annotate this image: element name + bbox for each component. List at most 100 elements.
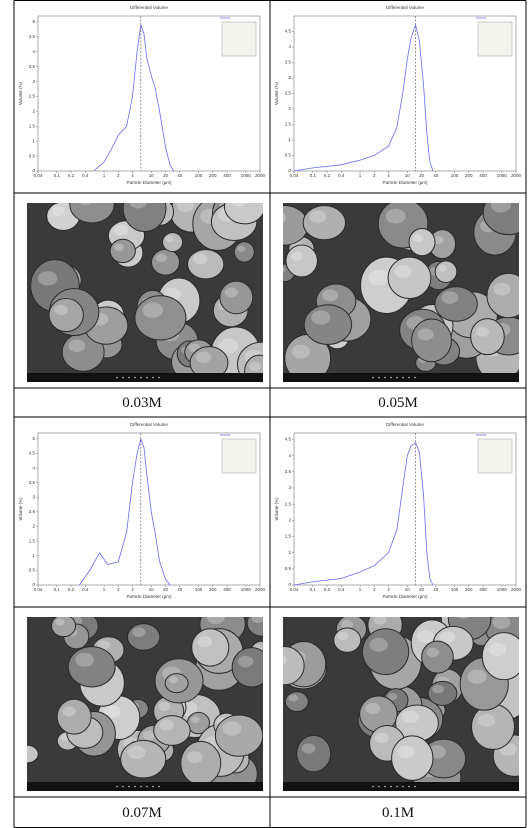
x-tick-label: 100 (451, 587, 459, 592)
x-axis-label: Particle Diameter (µm) (126, 180, 172, 185)
highlight (132, 627, 146, 637)
x-tick-label: 40 (433, 173, 439, 178)
x-tick-label: 40 (433, 587, 439, 592)
y-tick-label: 0.5 (29, 153, 36, 158)
particle (180, 740, 222, 786)
info-dot (402, 376, 404, 379)
y-axis-label: Volume (%) (18, 81, 23, 105)
x-axis-label: Particle Diameter (µm) (126, 594, 172, 599)
particle (126, 623, 161, 651)
particle (164, 673, 189, 694)
highlight (186, 751, 203, 764)
chart-title: Differential Volume (130, 422, 168, 427)
highlight (159, 719, 174, 731)
particle (470, 318, 505, 356)
y-tick-label: 0 (288, 582, 291, 587)
x-tick-label: 0.4 (338, 173, 345, 178)
chart-title: Differential Volume (386, 422, 424, 427)
x-tick-label: 1000 (497, 587, 508, 592)
highlight (79, 203, 92, 205)
y-tick-label: 4 (32, 49, 35, 54)
highlight (322, 289, 339, 302)
y-tick-label: 2 (288, 518, 291, 523)
highlight (438, 265, 448, 272)
x-tick-label: 0.04 (34, 173, 43, 178)
x-tick-label: 1 (359, 587, 362, 592)
y-tick-label: 2.5 (285, 501, 292, 506)
highlight (155, 253, 167, 263)
info-dot (372, 376, 374, 379)
y-tick-label: 5 (32, 19, 35, 24)
info-dot (158, 785, 160, 788)
particle (284, 691, 309, 713)
stats-box (477, 438, 513, 474)
info-dot (116, 785, 118, 788)
y-tick-label: 4.5 (285, 29, 292, 34)
particle (285, 244, 318, 278)
x-tick-label: 2000 (511, 173, 522, 178)
highlight (477, 713, 496, 727)
y-tick-label: 0 (32, 582, 35, 587)
highlight (432, 684, 444, 694)
highlight (113, 224, 129, 236)
highlight (142, 302, 163, 318)
y-tick-label: 3 (288, 75, 291, 80)
x-tick-label: 2 (373, 587, 376, 592)
particle (219, 280, 254, 315)
info-dot (396, 785, 398, 788)
highlight (433, 236, 444, 245)
x-tick-label: 0.04 (290, 587, 299, 592)
particle (361, 628, 410, 676)
highlight (193, 253, 208, 265)
particle (411, 318, 452, 363)
highlight (222, 721, 242, 736)
x-tick-label: 4 (131, 587, 134, 592)
info-dot (140, 376, 142, 379)
x-tick-label: 20 (419, 587, 425, 592)
highlight (387, 693, 398, 701)
x-tick-label: 100 (451, 173, 459, 178)
x-tick-label: 200 (465, 173, 473, 178)
info-dot (116, 376, 118, 379)
x-tick-label: 0.1 (310, 587, 317, 592)
info-dot (402, 785, 404, 788)
highlight (55, 618, 65, 626)
panel-label: 0.03M (122, 395, 162, 411)
x-tick-label: 2 (117, 587, 120, 592)
highlight (457, 617, 469, 619)
panel-label: 0.1M (382, 805, 414, 821)
info-dot (384, 785, 386, 788)
y-tick-label: 1.5 (285, 122, 292, 127)
info-dot (158, 376, 160, 379)
x-tick-label: 2 (373, 173, 376, 178)
particle (162, 232, 184, 253)
particles (283, 617, 519, 791)
particle (231, 647, 263, 688)
highlight (337, 632, 349, 641)
x-tick-label: 20 (163, 173, 169, 178)
info-dot (408, 376, 410, 379)
y-axis-label: Volume (%) (274, 497, 279, 521)
x-tick-label: 400 (223, 173, 231, 178)
x-tick-label: 400 (479, 587, 487, 592)
highlight (237, 245, 246, 252)
particle (153, 715, 191, 746)
y-tick-label: 2.5 (285, 91, 292, 96)
series-line (293, 23, 434, 172)
x-tick-label: 2 (117, 173, 120, 178)
stats-box (221, 21, 257, 57)
highlight (290, 251, 304, 261)
y-tick-label: 1 (32, 553, 35, 558)
info-dot (140, 785, 142, 788)
particle (27, 744, 39, 764)
series-line (79, 437, 171, 586)
highlight (103, 704, 121, 718)
highlight (231, 203, 246, 207)
x-tick-label: 40 (177, 173, 183, 178)
highlight (60, 734, 69, 741)
x-tick-label: 20 (163, 587, 169, 592)
highlight (51, 206, 65, 217)
y-tick-label: 3 (32, 79, 35, 84)
x-tick-label: 100 (195, 587, 203, 592)
info-dot (390, 785, 392, 788)
